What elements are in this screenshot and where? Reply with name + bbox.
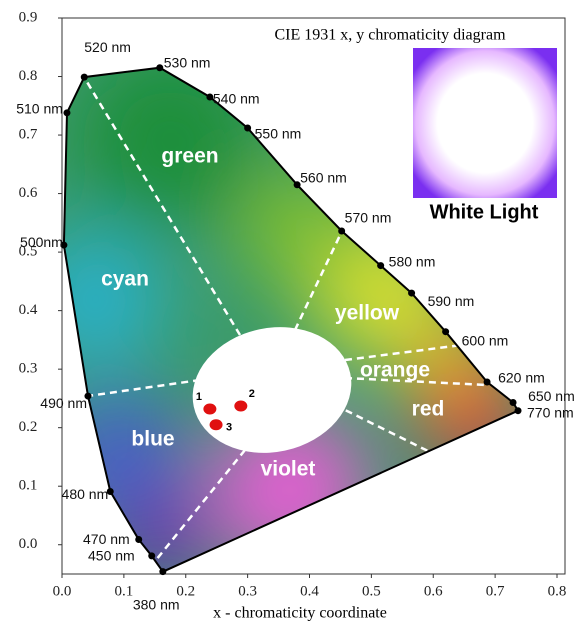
region-label: red: [412, 398, 445, 421]
x-tick-label: 0.3: [238, 583, 257, 599]
region-dividers: [82, 76, 488, 566]
locus-point: [84, 392, 92, 400]
inset-label: White Light: [430, 201, 539, 223]
y-tick-label: 0.5: [19, 244, 38, 260]
title-bg: [245, 22, 560, 48]
wavelength-label: 770 nm: [527, 404, 574, 420]
locus-point: [408, 289, 416, 297]
locus-point: [106, 487, 114, 495]
wavelength-label: 450 nm: [88, 548, 135, 564]
point-label: 2: [249, 388, 255, 400]
data-point: [203, 403, 217, 415]
locus-point: [60, 241, 68, 249]
plot-frame: [61, 17, 566, 575]
region-label: yellow: [335, 302, 400, 325]
y-tick-label: 0.0: [19, 536, 38, 552]
data-point: [209, 419, 223, 431]
locus-point: [63, 109, 71, 117]
region-label: cyan: [101, 268, 149, 291]
x-tick-label: 0.0: [53, 583, 72, 599]
locus-point: [483, 378, 491, 386]
wavelength-label: 510 nm: [16, 101, 63, 117]
wavelength-label: 500nm: [20, 234, 63, 250]
x-tick-label: 0.2: [176, 583, 195, 599]
wavelength-label: 380 nm: [133, 596, 180, 612]
region-label: orange: [360, 359, 430, 382]
point-label: 3: [226, 422, 232, 434]
y-tick-label: 0.3: [19, 361, 38, 377]
data-point: [234, 400, 248, 412]
locus-point: [80, 73, 88, 81]
locus-point: [244, 124, 252, 132]
point-label: 1: [196, 391, 202, 403]
wavelength-label: 530 nm: [164, 54, 211, 70]
locus-point: [377, 262, 385, 270]
locus-point: [148, 552, 156, 560]
x-tick-label: 0.4: [300, 583, 319, 599]
chart-title: CIE 1931 x, y chromaticity diagram: [274, 27, 506, 44]
y-tick-label: 0.6: [19, 185, 38, 201]
y-tick-label: 0.7: [19, 126, 38, 142]
wavelength-label: 480 nm: [62, 486, 109, 502]
x-tick-label: 0.1: [115, 583, 134, 599]
wavelength-label: 570 nm: [345, 210, 392, 226]
wavelength-label: 590 nm: [428, 293, 475, 309]
y-tick-label: 0.1: [19, 478, 38, 494]
wavelength-label: 620 nm: [498, 370, 545, 386]
locus-point: [135, 535, 143, 543]
y-tick-label: 0.2: [19, 419, 38, 435]
x-axis-label: x - chromaticity coordinate: [213, 605, 387, 622]
region-label: violet: [261, 458, 316, 481]
wavelength-label: 470 nm: [83, 531, 130, 547]
wavelength-label: 580 nm: [389, 253, 436, 269]
spectral-locus: [62, 66, 520, 573]
locus-point: [159, 568, 167, 576]
locus-point: [293, 181, 301, 189]
locus-point: [156, 64, 164, 72]
region-label: green: [161, 145, 218, 168]
inset-image: [413, 48, 557, 198]
wavelength-label: 520 nm: [84, 39, 131, 55]
wavelength-label: 550 nm: [255, 126, 302, 142]
wavelength-label: 560 nm: [300, 170, 347, 186]
locus-point: [338, 227, 346, 235]
region-label: blue: [131, 428, 174, 451]
white-region: [192, 327, 352, 453]
x-tick-label: 0.6: [424, 583, 443, 599]
y-tick-label: 0.8: [19, 68, 38, 84]
x-tick-label: 0.8: [548, 583, 567, 599]
wavelength-label: 540 nm: [213, 91, 260, 107]
wavelength-label: 600 nm: [462, 332, 509, 348]
locus-point: [514, 407, 522, 415]
x-tick-label: 0.7: [486, 583, 505, 599]
x-tick-label: 0.5: [362, 583, 381, 599]
locus-point: [206, 93, 214, 101]
locus-point: [509, 399, 517, 407]
wavelength-label: 490 nm: [40, 395, 87, 411]
y-tick-label: 0.9: [19, 9, 38, 25]
wavelength-label: 650 nm: [528, 388, 575, 404]
y-tick-label: 0.4: [19, 302, 38, 318]
locus-point: [442, 328, 450, 336]
